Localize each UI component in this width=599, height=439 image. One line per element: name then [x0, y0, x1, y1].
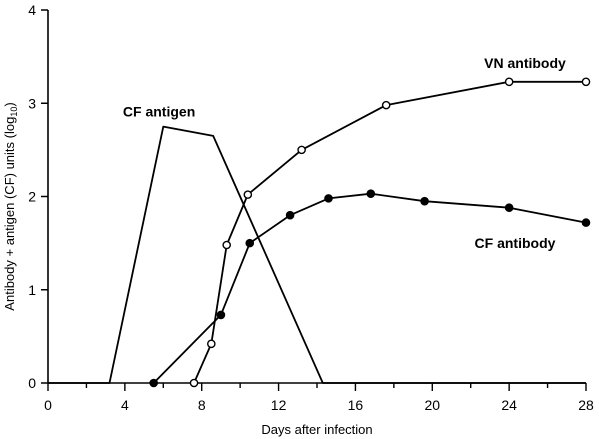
- y-tick-label-3: 3: [28, 95, 36, 111]
- data-point-vn-antibody-5: [381, 100, 391, 110]
- annotation-cf-antibody: CF antibody: [475, 235, 556, 251]
- chart-series-markers: [149, 77, 591, 388]
- data-point-cf-antibody-0: [149, 378, 158, 388]
- data-point-vn-antibody-2: [222, 240, 231, 250]
- series-line-cf-antigen: [48, 125, 586, 384]
- y-axis-title-close: ): [2, 102, 17, 106]
- annotation-cf-antigen: CF antigen: [123, 103, 195, 119]
- annotation-vn-antibody: VN antibody: [484, 55, 566, 71]
- data-point-cf-antibody-2: [245, 238, 255, 248]
- series-line-vn-antibody: [193, 80, 586, 384]
- y-axis-title-main: Antibody + antigen (CF) units (log: [2, 117, 17, 311]
- data-point-cf-antibody-7: [504, 203, 514, 212]
- data-point-vn-antibody-3: [243, 190, 253, 199]
- y-tick-label-0: 0: [28, 375, 36, 391]
- data-point-cf-antibody-3: [285, 210, 295, 220]
- data-point-cf-antibody-8: [581, 218, 591, 227]
- series-line-cf-antibody: [153, 192, 587, 384]
- data-point-cf-antibody-4: [324, 194, 333, 203]
- data-point-cf-antibody-1: [216, 310, 226, 320]
- y-tick-label-4: 4: [28, 2, 36, 18]
- chart-series-lines: [48, 80, 587, 384]
- data-point-vn-antibody-0: [189, 378, 199, 388]
- x-tick-label-12: 12: [271, 397, 287, 413]
- chart-labels: Days after infection Antibody + antigen …: [2, 55, 566, 437]
- x-tick-label-24: 24: [501, 397, 517, 413]
- x-tick-label-4: 4: [121, 397, 129, 413]
- x-axis-title: Days after infection: [261, 422, 372, 437]
- x-tick-label-28: 28: [578, 397, 594, 413]
- y-tick-label-1: 1: [28, 282, 36, 298]
- data-point-vn-antibody-7: [581, 77, 591, 87]
- x-tick-label-20: 20: [424, 397, 440, 413]
- y-axis-title: Antibody + antigen (CF) units (log10): [2, 102, 19, 310]
- data-point-vn-antibody-6: [504, 77, 514, 87]
- data-point-vn-antibody-1: [207, 339, 216, 349]
- y-axis-title-subscript: 10: [9, 107, 19, 117]
- x-tick-label-16: 16: [348, 397, 364, 413]
- x-tick-label-0: 0: [44, 397, 52, 413]
- data-point-cf-antibody-6: [420, 196, 429, 206]
- y-tick-label-2: 2: [28, 189, 36, 205]
- data-point-cf-antibody-5: [366, 189, 376, 199]
- x-tick-label-8: 8: [198, 397, 206, 413]
- data-point-vn-antibody-4: [297, 145, 306, 155]
